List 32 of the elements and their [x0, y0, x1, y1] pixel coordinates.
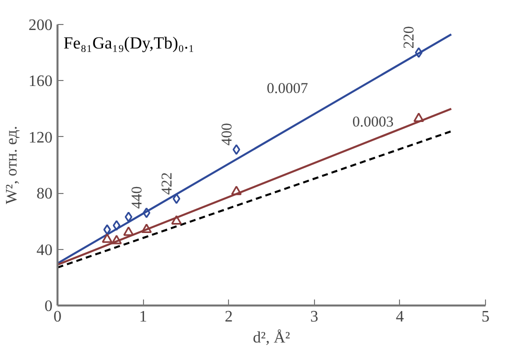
point: [414, 47, 423, 58]
point: [232, 144, 240, 155]
y-axis-title: W², отн. ед.: [4, 126, 20, 204]
text: Fe₈₁Ga₁₉(Dy,Tb)₀.₁: [64, 34, 194, 52]
x-tick-label: 3: [310, 308, 318, 326]
annotation: 220: [402, 26, 418, 49]
point: [141, 224, 152, 234]
x-axis-title: d², Å²: [252, 328, 290, 346]
point: [111, 234, 122, 244]
annotation: 400: [219, 123, 236, 146]
point: [124, 212, 132, 222]
point: [171, 215, 182, 225]
y-tick-label: 0: [44, 298, 52, 315]
annotation: 440: [130, 186, 146, 209]
y-tick-label: 120: [28, 129, 52, 146]
annotation: 422: [159, 172, 176, 195]
point: [413, 112, 424, 122]
point: [231, 186, 242, 196]
y-tick-label: 80: [36, 186, 52, 203]
x-tick-label: 5: [482, 308, 490, 326]
x-tick-label: 2: [224, 308, 233, 326]
x-tick-label: 4: [396, 308, 404, 326]
annotation: 0.0007: [266, 81, 309, 98]
point: [112, 220, 120, 231]
point: [123, 226, 134, 236]
annotation: 0.0003: [352, 114, 394, 130]
y-tick-label: 40: [36, 242, 52, 259]
y-tick-label: 200: [28, 17, 52, 34]
x-tick-label: 1: [139, 308, 148, 326]
point: [102, 233, 112, 243]
point: [103, 224, 111, 235]
y-tick-label: 160: [28, 73, 52, 90]
